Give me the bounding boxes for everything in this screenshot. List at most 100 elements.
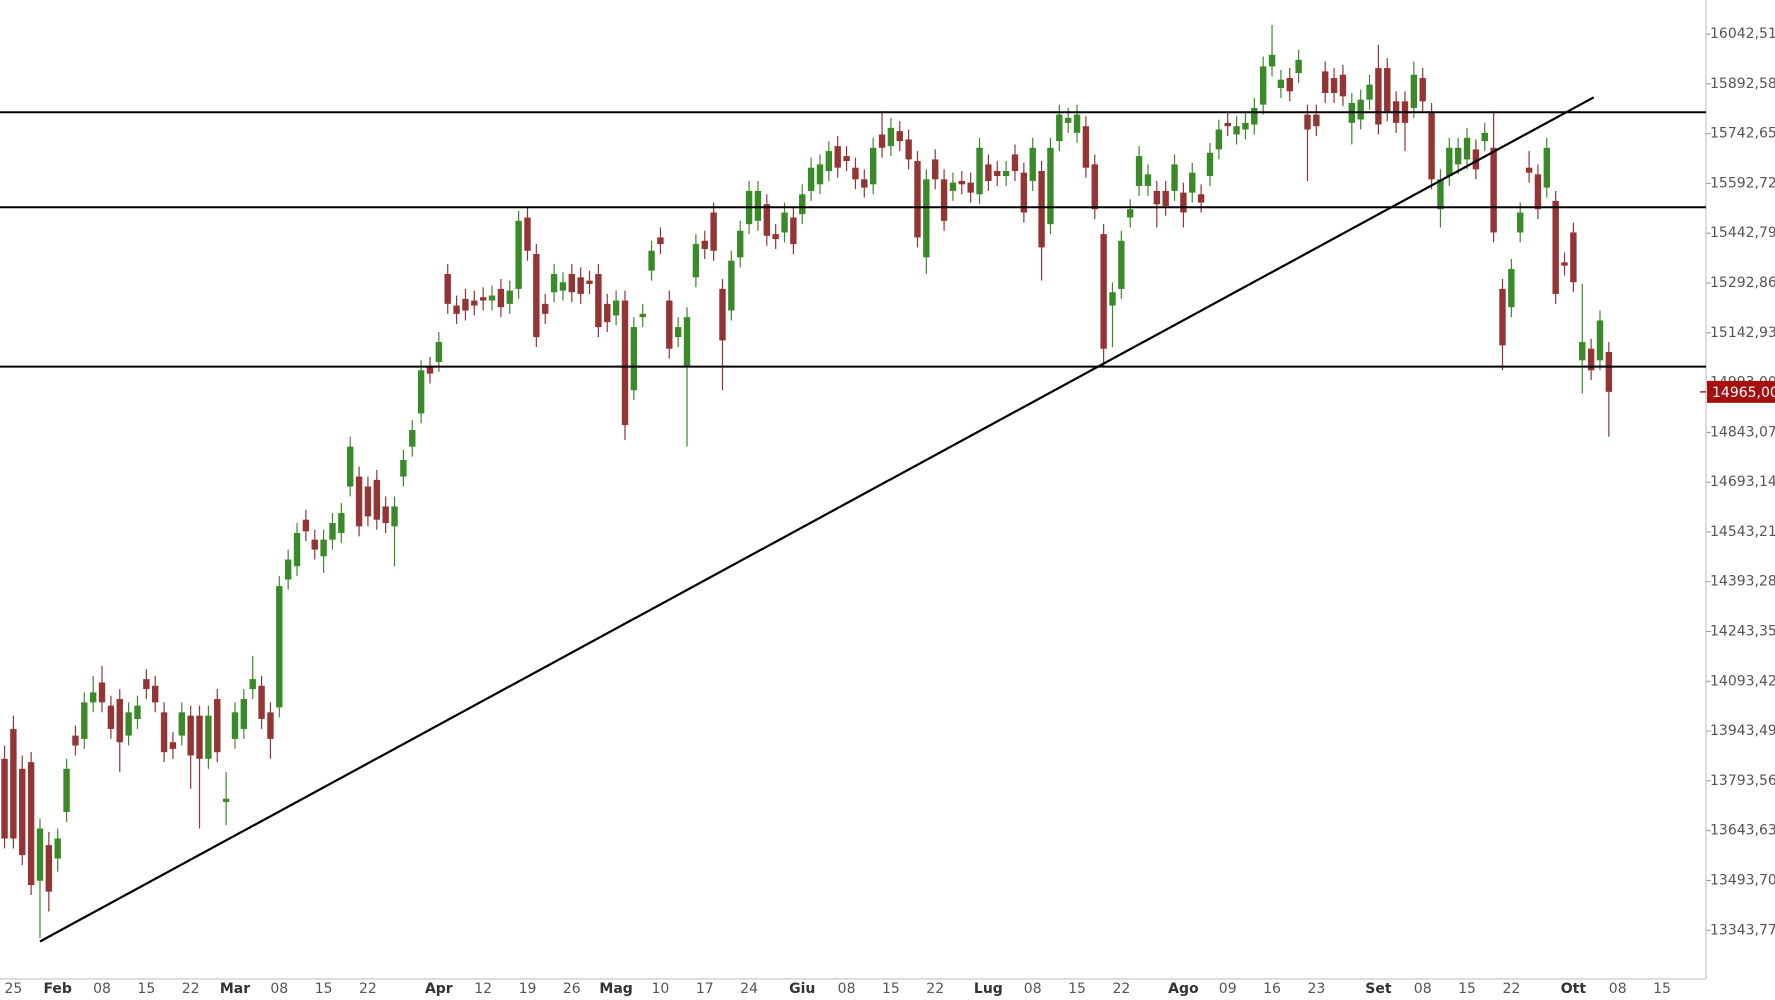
candle-body <box>976 147 983 195</box>
candle-body <box>905 139 912 160</box>
candle-body <box>382 506 389 524</box>
candle-body <box>852 167 859 180</box>
candle-body <box>1215 129 1223 150</box>
candle-body <box>444 273 451 304</box>
candle-body <box>134 705 141 719</box>
candle-body <box>258 685 265 719</box>
x-tick-label: Ott <box>1561 981 1587 997</box>
candle-body <box>1038 171 1045 248</box>
candle-body <box>98 682 106 703</box>
candle-body <box>1082 126 1090 168</box>
candle-body <box>1375 68 1382 125</box>
candle-body <box>497 288 505 308</box>
candle-body <box>1517 212 1524 233</box>
candle-body <box>825 151 833 172</box>
candle-body <box>391 506 398 527</box>
x-tick-label: 15 <box>1068 981 1086 997</box>
x-tick-label: 22 <box>1112 981 1130 997</box>
candle-body <box>683 317 691 367</box>
candle-body <box>284 559 292 580</box>
candle-body <box>125 712 132 736</box>
candle-body <box>1437 179 1444 210</box>
candle-body <box>807 167 815 191</box>
candle-body <box>488 295 496 301</box>
candle-body <box>1286 78 1293 92</box>
x-tick-label: 15 <box>315 981 333 997</box>
candle-body <box>630 327 638 391</box>
x-tick-label: Apr <box>425 981 453 997</box>
candle-body <box>1029 147 1036 181</box>
candle-body <box>1605 352 1613 392</box>
candle-body <box>816 164 824 185</box>
candle-body <box>54 838 61 859</box>
candle-body <box>515 220 522 289</box>
candle-body <box>542 303 549 314</box>
candle-body <box>657 237 664 245</box>
x-tick-label: 15 <box>1458 981 1476 997</box>
candle-body <box>1295 59 1302 74</box>
candle-body <box>143 679 150 690</box>
candle-body <box>311 539 318 550</box>
y-tick-label: 13943,49 <box>1710 723 1775 739</box>
candle-body <box>1508 268 1515 308</box>
candle-body <box>914 161 921 238</box>
candle-body <box>586 280 593 284</box>
candle-body <box>1490 147 1497 233</box>
candle-body <box>1064 117 1072 123</box>
y-tick-label: 13643,63 <box>1710 823 1775 839</box>
candle-body <box>400 459 407 477</box>
candle-body <box>754 190 762 221</box>
candle-body <box>435 342 443 362</box>
candle-body <box>878 134 886 148</box>
candle-body <box>1171 164 1178 191</box>
candle-body <box>63 768 70 812</box>
candle-body <box>1534 174 1542 210</box>
candle-body <box>728 260 735 311</box>
x-tick-label: 17 <box>696 981 714 997</box>
candle-body <box>1330 78 1338 93</box>
candle-body <box>595 273 602 328</box>
candle-body <box>1525 167 1533 173</box>
candle-body <box>1197 194 1205 203</box>
candle-body <box>674 327 682 338</box>
candle-body <box>462 298 469 311</box>
candle-body <box>550 273 558 293</box>
candle-body <box>479 297 487 301</box>
candle-body <box>940 179 948 221</box>
candle-body <box>89 692 97 703</box>
candle-body <box>719 288 726 341</box>
candle-body <box>949 182 957 191</box>
candle-body <box>1180 192 1187 213</box>
candle-body <box>187 715 194 756</box>
candle-body <box>1091 164 1098 210</box>
candle-body <box>373 479 381 520</box>
x-tick-label: 22 <box>182 981 200 997</box>
x-tick-label: 19 <box>519 981 537 997</box>
x-tick-label: 12 <box>474 981 492 997</box>
candle-body <box>923 179 930 258</box>
x-tick-label: 26 <box>563 981 581 997</box>
candle-body <box>107 705 115 729</box>
candle-body <box>1162 190 1169 206</box>
candle-body <box>834 146 841 168</box>
candle-body <box>267 712 274 739</box>
candle-body <box>214 699 221 753</box>
y-tick-label: 15292,86 <box>1710 275 1775 291</box>
candle-body <box>205 715 212 759</box>
candle-body <box>790 217 797 245</box>
x-tick-label: 24 <box>740 981 758 997</box>
candle-body <box>1339 74 1347 97</box>
candle-body <box>1073 114 1081 133</box>
candle-body <box>1153 190 1161 205</box>
y-tick-label: 15892,58 <box>1710 76 1775 92</box>
x-tick-label: 09 <box>1219 981 1237 997</box>
x-tick-label: 08 <box>1414 981 1432 997</box>
y-tick-label: 14543,21 <box>1710 524 1775 540</box>
trendline <box>39 96 1595 943</box>
candle-body <box>1463 137 1471 160</box>
candle-body <box>169 742 177 749</box>
candle-body <box>639 313 646 318</box>
candle-body <box>967 182 974 193</box>
candle-body <box>1127 209 1134 218</box>
last-price-tag <box>1707 380 1775 403</box>
